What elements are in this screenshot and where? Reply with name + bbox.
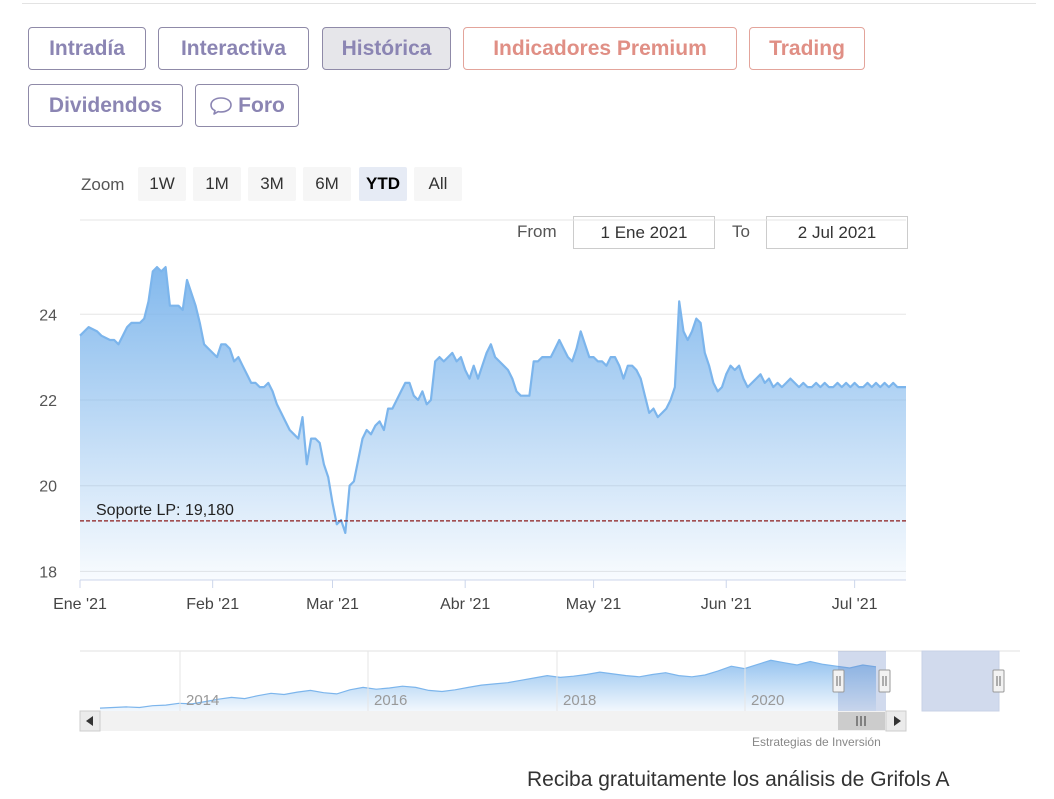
x-tick-label: Jul '21: [832, 596, 878, 613]
tab-trading[interactable]: Trading: [749, 27, 865, 70]
to-date-input[interactable]: 2 Jul 2021: [766, 216, 908, 249]
tab-label: Dividendos: [48, 93, 163, 117]
zoom-all-button[interactable]: All: [414, 167, 462, 201]
navigator-selection: [838, 651, 886, 711]
zoom-1w-button[interactable]: 1W: [138, 167, 186, 201]
tab-label: Foro: [238, 93, 285, 117]
scrollbar-track: [80, 711, 906, 731]
y-tick-label: 20: [39, 479, 57, 496]
x-tick-label: Mar '21: [306, 596, 359, 613]
navigator-handle[interactable]: [878, 669, 891, 693]
navigator-handle[interactable]: [992, 669, 1005, 693]
support-label: Soporte LP: 19,180: [96, 502, 234, 519]
price-area: [80, 267, 906, 580]
navigator-handle[interactable]: [832, 669, 845, 693]
tab-interactiva[interactable]: Interactiva: [158, 27, 309, 70]
tab-label: Histórica: [341, 36, 432, 60]
navigator-tick-label: 2020: [751, 692, 784, 709]
price-chart: Soporte LP: 19,180 18 20 22 24 Ene '21 Feb '2…: [39, 219, 1020, 732]
tab-intradia[interactable]: Intradía: [28, 27, 146, 70]
from-label: From: [517, 222, 557, 241]
from-date-input[interactable]: 1 Ene 2021: [573, 216, 715, 249]
tab-indicadores-premium[interactable]: Indicadores Premium: [463, 27, 737, 70]
navigator-line: [99, 659, 877, 709]
tab-historica[interactable]: Histórica: [322, 27, 451, 70]
arrow-right-icon: [894, 716, 901, 726]
to-label: To: [732, 222, 750, 241]
x-tick-label: Abr '21: [440, 596, 490, 613]
tab-label: Interactiva: [180, 36, 287, 60]
arrow-left-icon: [86, 716, 93, 726]
x-tick-label: May '21: [566, 596, 622, 613]
y-tick-label: 18: [39, 564, 57, 581]
x-tick-label: Jun '21: [701, 596, 752, 613]
x-tick-label: Feb '21: [186, 596, 239, 613]
chat-bubble-icon: [210, 96, 232, 115]
tab-label: Indicadores Premium: [493, 36, 707, 60]
y-tick-label: 24: [39, 307, 57, 324]
tab-label: Intradía: [49, 36, 125, 60]
chart-credits[interactable]: Estrategias de Inversión: [752, 735, 881, 749]
navigator-tick-label: 2014: [186, 692, 219, 709]
tab-foro[interactable]: Foro: [195, 84, 299, 127]
zoom-3m-button[interactable]: 3M: [248, 167, 296, 201]
tab-label: Trading: [769, 36, 845, 60]
top-divider: [22, 3, 1036, 4]
zoom-6m-button[interactable]: 6M: [303, 167, 351, 201]
navigator-area: [100, 660, 876, 711]
x-tick-label: Ene '21: [53, 596, 107, 613]
navigator-tick-label: 2018: [563, 692, 596, 709]
tab-dividendos[interactable]: Dividendos: [28, 84, 183, 127]
zoom-ytd-button[interactable]: YTD: [359, 167, 407, 201]
price-line: [79, 266, 906, 534]
newsletter-text: Reciba gratuitamente los análisis de Gri…: [527, 768, 950, 791]
y-tick-label: 22: [39, 393, 57, 410]
navigator-tick-label: 2016: [374, 692, 407, 709]
zoom-1m-button[interactable]: 1M: [193, 167, 241, 201]
zoom-label: Zoom: [81, 175, 125, 194]
navigator-overflow-window: [921, 650, 1000, 712]
